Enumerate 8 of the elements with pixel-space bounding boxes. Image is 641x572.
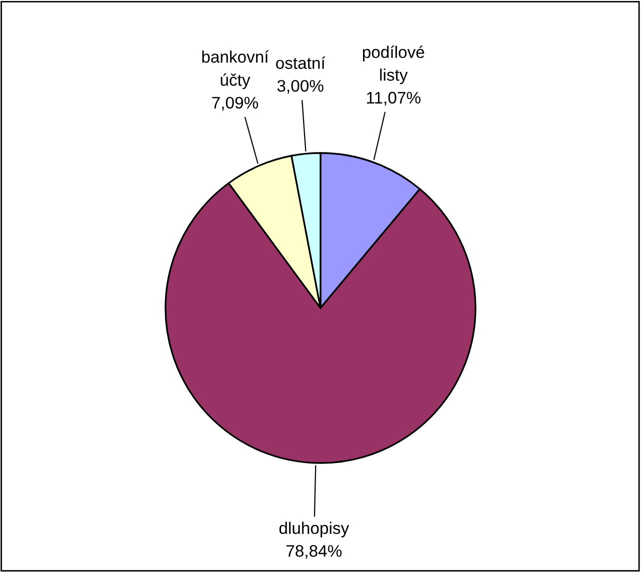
data-label: 78,84%	[286, 545, 342, 559]
slice-label: bankovní účty	[202, 50, 269, 90]
slice-label: dluhopisy	[279, 522, 350, 538]
data-label: 11,07%	[367, 92, 420, 106]
slice-label: ostatní	[276, 56, 326, 69]
data-label: 3,00%	[277, 80, 324, 94]
slice-label: podílové listy	[362, 46, 424, 84]
data-label: 7,09%	[212, 96, 258, 111]
